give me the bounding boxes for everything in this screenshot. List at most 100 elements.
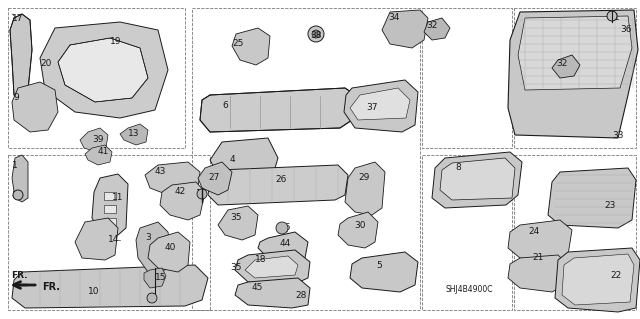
Text: 13: 13: [128, 129, 140, 137]
Polygon shape: [198, 162, 232, 195]
Text: FR.: FR.: [12, 271, 28, 280]
Polygon shape: [552, 55, 580, 78]
Text: 35: 35: [230, 213, 241, 222]
Text: 8: 8: [455, 164, 461, 173]
Text: SHJ4B4900C: SHJ4B4900C: [446, 286, 493, 294]
Text: 29: 29: [358, 174, 369, 182]
Polygon shape: [508, 220, 572, 262]
Bar: [514, 8, 636, 148]
Polygon shape: [210, 138, 278, 182]
Text: 25: 25: [232, 40, 243, 48]
Polygon shape: [85, 145, 112, 165]
Polygon shape: [200, 88, 360, 132]
Text: 33: 33: [612, 131, 623, 140]
Text: 35: 35: [230, 263, 241, 272]
Text: 46: 46: [280, 224, 291, 233]
Polygon shape: [432, 152, 522, 208]
Polygon shape: [160, 182, 205, 220]
Polygon shape: [344, 80, 418, 132]
Bar: [8, 8, 185, 148]
Text: 10: 10: [88, 287, 99, 296]
Polygon shape: [104, 205, 116, 213]
Text: 18: 18: [255, 256, 266, 264]
Text: 4: 4: [230, 155, 236, 165]
Circle shape: [312, 30, 320, 38]
Text: 44: 44: [280, 240, 291, 249]
Polygon shape: [440, 158, 515, 200]
Polygon shape: [144, 268, 166, 288]
Polygon shape: [508, 255, 568, 292]
Polygon shape: [235, 278, 310, 308]
Text: 9: 9: [13, 93, 19, 102]
Polygon shape: [75, 218, 118, 260]
Polygon shape: [218, 206, 258, 240]
Text: 30: 30: [354, 220, 365, 229]
Text: 19: 19: [110, 38, 122, 47]
Polygon shape: [10, 14, 32, 100]
Polygon shape: [208, 165, 348, 205]
Polygon shape: [92, 174, 128, 235]
Polygon shape: [232, 28, 270, 65]
Text: 34: 34: [388, 13, 399, 23]
Bar: [422, 155, 512, 310]
Text: 15: 15: [155, 273, 166, 283]
Text: 27: 27: [208, 174, 220, 182]
Polygon shape: [40, 22, 168, 118]
Text: 1: 1: [12, 160, 18, 169]
Circle shape: [308, 26, 324, 42]
Text: 22: 22: [610, 271, 621, 279]
Text: 11: 11: [112, 192, 124, 202]
Polygon shape: [12, 265, 208, 308]
Text: 7: 7: [148, 293, 154, 302]
Text: 36: 36: [620, 26, 632, 34]
Polygon shape: [148, 232, 190, 272]
Text: 41: 41: [98, 147, 109, 157]
Polygon shape: [562, 254, 634, 305]
Polygon shape: [382, 10, 428, 48]
Polygon shape: [548, 168, 636, 228]
Text: 3: 3: [145, 234, 151, 242]
Polygon shape: [120, 124, 148, 145]
Polygon shape: [12, 82, 58, 132]
Text: 26: 26: [275, 175, 286, 184]
Polygon shape: [80, 128, 108, 152]
Polygon shape: [338, 212, 378, 248]
Circle shape: [147, 293, 157, 303]
Bar: [422, 8, 512, 148]
Bar: [8, 155, 210, 310]
Bar: [514, 155, 636, 310]
Polygon shape: [58, 38, 148, 102]
Text: 31: 31: [608, 13, 620, 23]
Text: 45: 45: [252, 284, 264, 293]
Polygon shape: [350, 252, 418, 292]
Circle shape: [276, 222, 288, 234]
Text: 17: 17: [12, 14, 24, 23]
Polygon shape: [245, 256, 298, 278]
Text: 32: 32: [556, 60, 568, 69]
Polygon shape: [345, 162, 385, 215]
Polygon shape: [424, 18, 450, 40]
Polygon shape: [350, 88, 410, 120]
Text: 37: 37: [366, 103, 378, 113]
Text: 6: 6: [222, 100, 228, 109]
Text: 12: 12: [12, 190, 24, 199]
Polygon shape: [235, 250, 310, 285]
Polygon shape: [145, 162, 200, 195]
Text: 23: 23: [604, 201, 616, 210]
Polygon shape: [136, 222, 172, 272]
Text: 21: 21: [532, 254, 543, 263]
Text: 5: 5: [376, 261, 381, 270]
Polygon shape: [518, 16, 632, 90]
Text: 42: 42: [175, 188, 186, 197]
Text: 38: 38: [310, 32, 321, 41]
Polygon shape: [258, 232, 308, 262]
Text: 28: 28: [295, 292, 307, 300]
Text: 40: 40: [165, 243, 177, 253]
Polygon shape: [508, 10, 638, 138]
Circle shape: [197, 189, 207, 199]
Text: 43: 43: [155, 167, 166, 176]
Polygon shape: [104, 192, 116, 200]
Text: 14: 14: [108, 235, 120, 244]
Polygon shape: [104, 218, 116, 226]
Polygon shape: [12, 155, 28, 202]
